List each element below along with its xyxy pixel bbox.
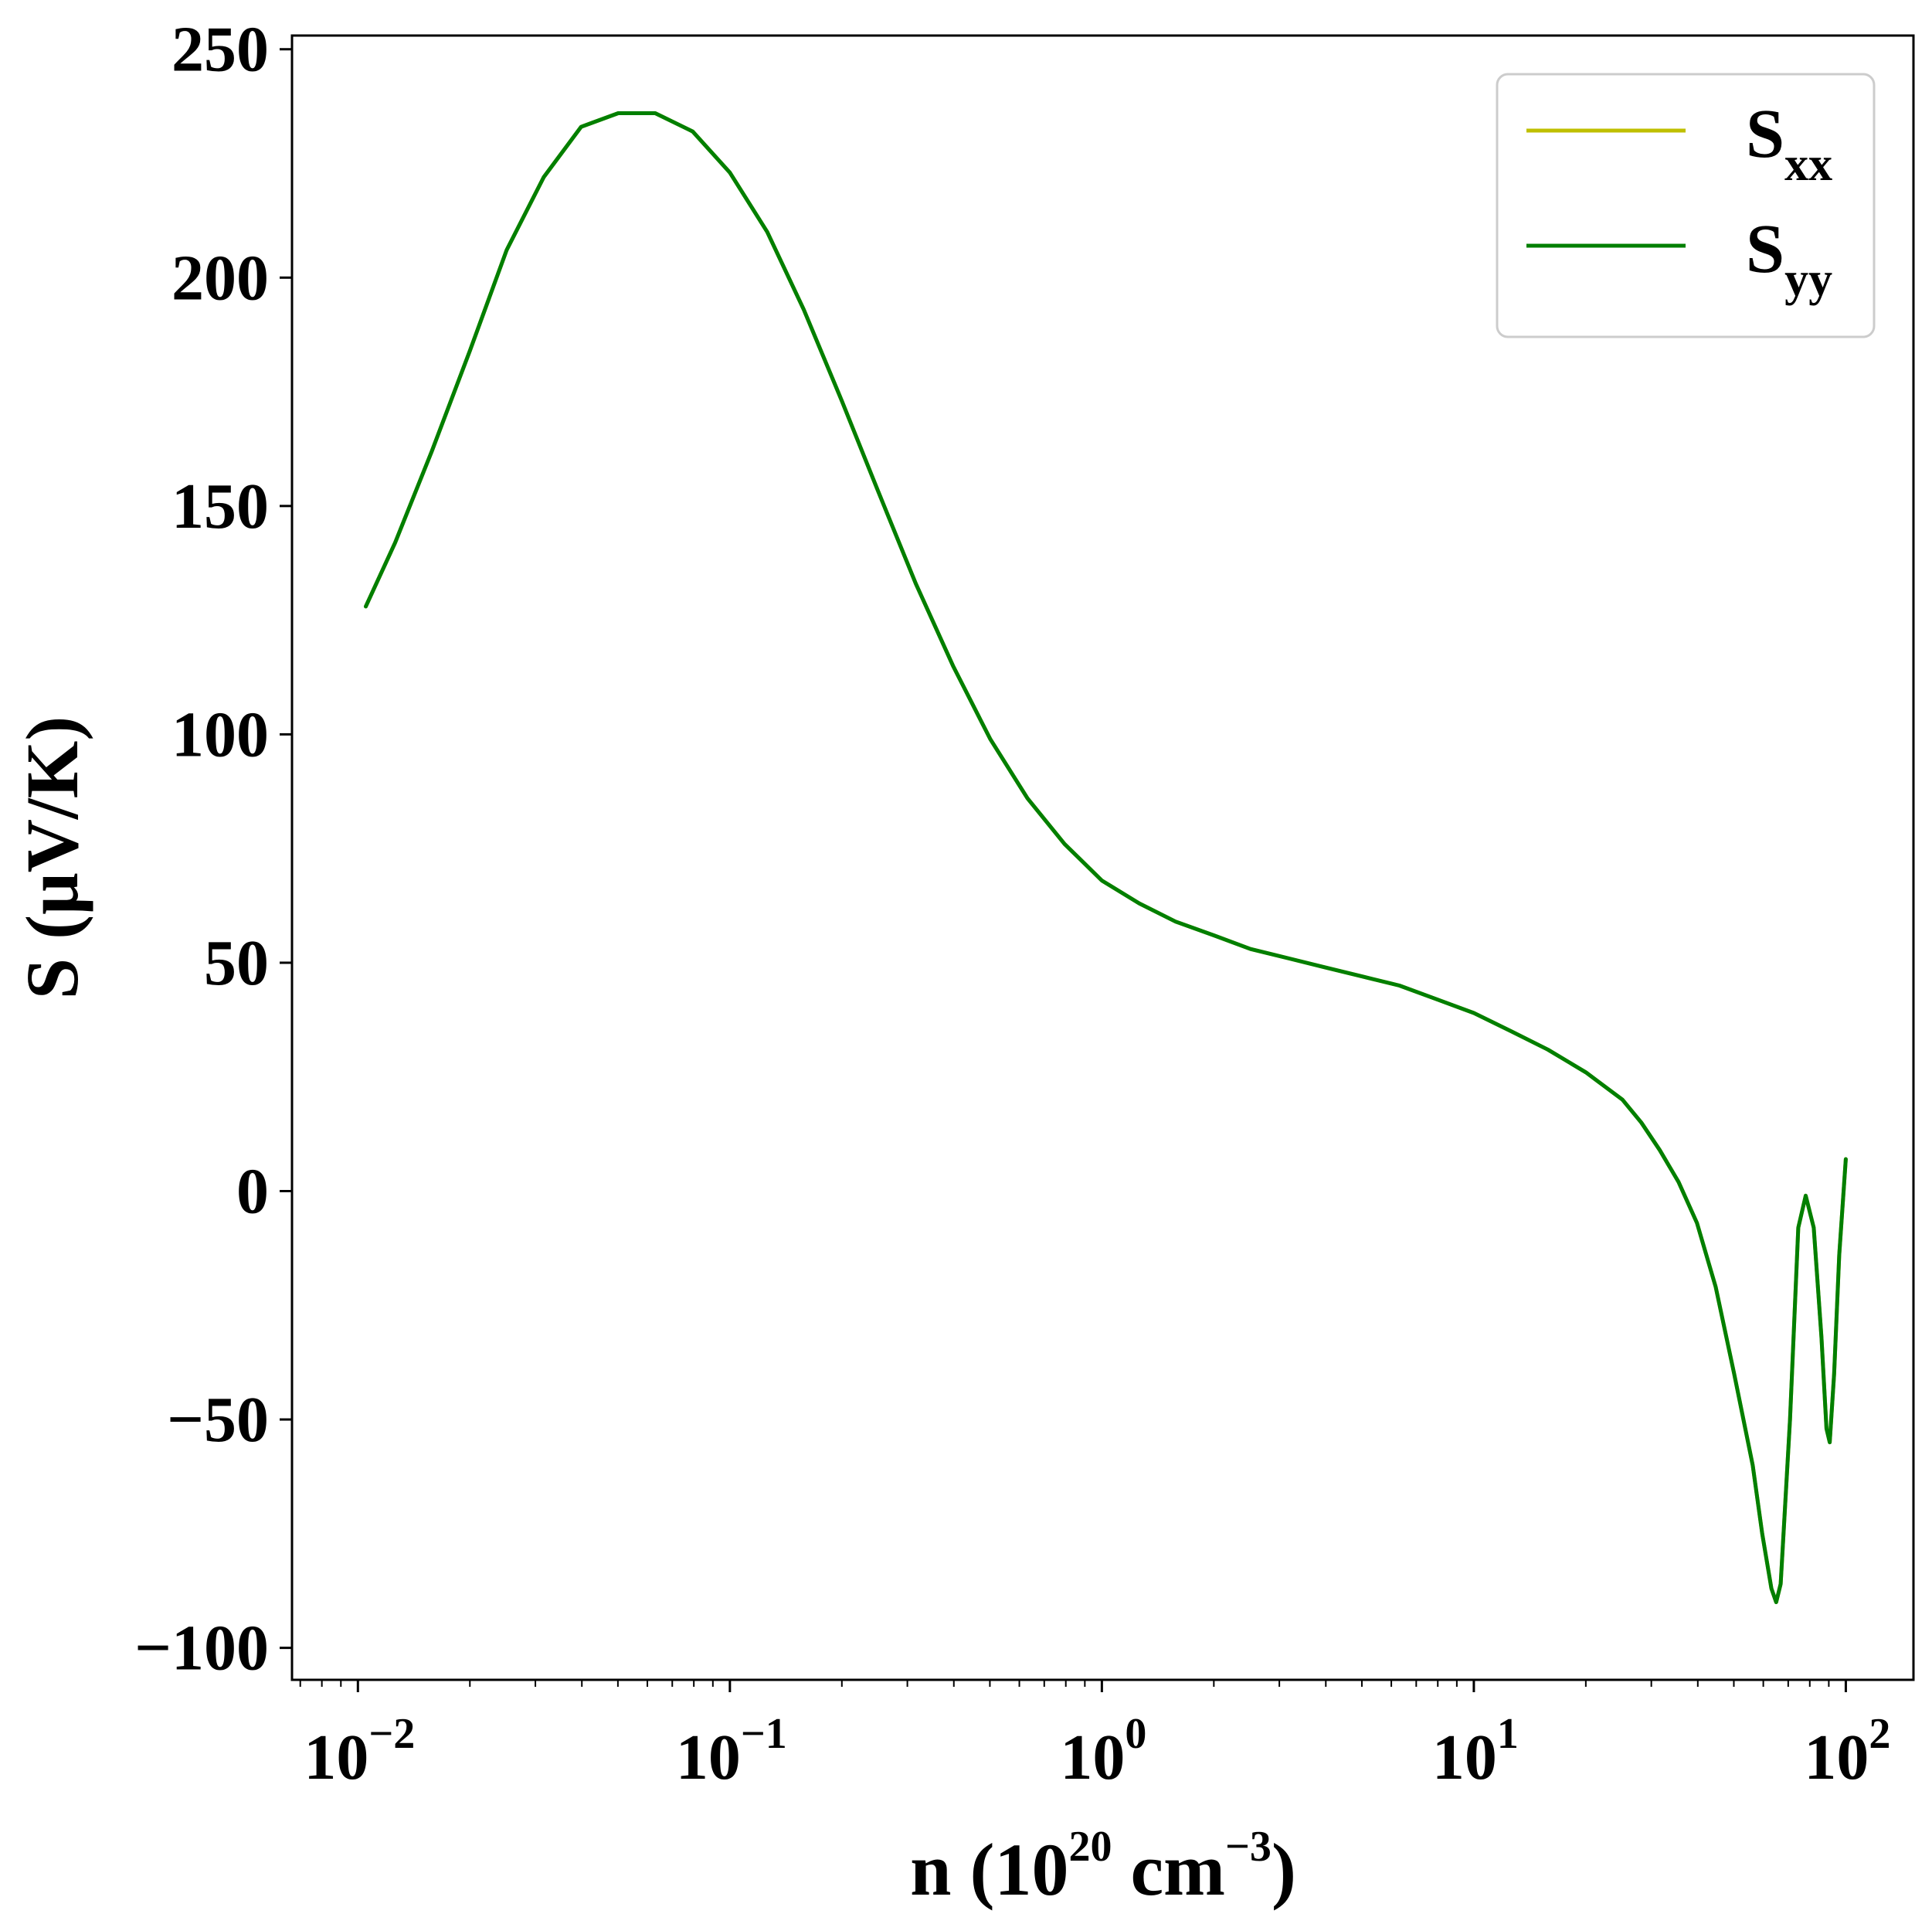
series-layer: [364, 111, 1848, 1604]
x-tick-label: 100: [1060, 1710, 1146, 1793]
legend-label-syy: Syy: [1746, 211, 1832, 306]
x-tick-label: 101: [1432, 1710, 1519, 1793]
y-tick-label: −50: [167, 1384, 269, 1456]
x-tick-label: 10−2: [304, 1710, 415, 1793]
y-tick-label: 200: [171, 242, 269, 314]
legend-box: [1496, 73, 1876, 338]
x-axis-label: n (1020 cm−3): [910, 1823, 1296, 1911]
y-tick-label: 0: [236, 1156, 269, 1228]
x-axis-ticks: 10−2 10−1 100 101 102: [299, 1680, 1890, 1793]
x-tick-label: 102: [1804, 1710, 1890, 1793]
legend: Sxx Syy: [1496, 73, 1876, 338]
y-tick-label: −100: [134, 1613, 269, 1684]
series-line-syy: [364, 111, 1848, 1604]
plot-frame: [290, 34, 1915, 1681]
y-tick-label: 100: [171, 699, 269, 770]
y-axis-label: S (μV/K): [11, 716, 93, 999]
y-tick-label: 250: [171, 14, 269, 86]
y-tick-label: 50: [204, 927, 269, 999]
y-tick-label: 150: [171, 471, 269, 542]
legend-label-sxx: Sxx: [1746, 96, 1832, 191]
x-tick-label: 10−1: [676, 1710, 787, 1793]
y-axis-ticks: 250 200 150 100 50 0 −50 −100: [134, 14, 292, 1684]
